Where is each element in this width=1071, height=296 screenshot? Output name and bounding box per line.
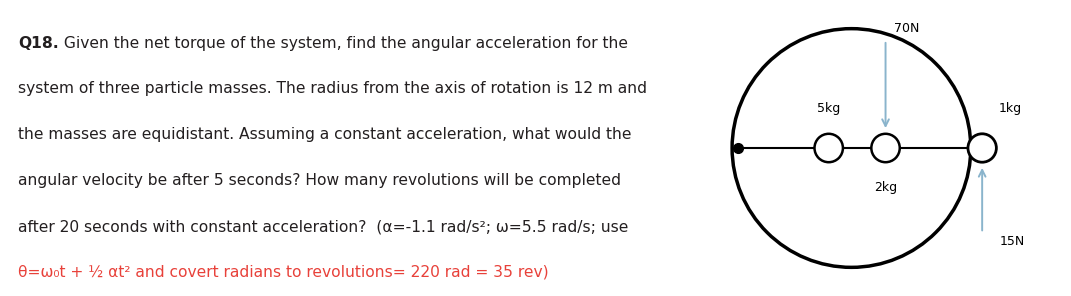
Circle shape	[872, 134, 900, 162]
Text: Given the net torque of the system, find the angular acceleration for the: Given the net torque of the system, find…	[59, 36, 629, 51]
Text: after 20 seconds with constant acceleration?  (α=-1.1 rad/s²; ω=5.5 rad/s; use: after 20 seconds with constant accelerat…	[18, 219, 629, 234]
Text: θ=ω₀t + ½ αt² and covert radians to revolutions= 220 rad = 35 rev): θ=ω₀t + ½ αt² and covert radians to revo…	[18, 265, 549, 280]
Text: 2kg: 2kg	[874, 181, 897, 194]
Text: 5kg: 5kg	[817, 102, 841, 115]
Text: 1kg: 1kg	[999, 102, 1022, 115]
Circle shape	[815, 134, 843, 162]
Text: 70N: 70N	[894, 22, 919, 35]
Text: the masses are equidistant. Assuming a constant acceleration, what would the: the masses are equidistant. Assuming a c…	[18, 127, 632, 142]
Text: angular velocity be after 5 seconds? How many revolutions will be completed: angular velocity be after 5 seconds? How…	[18, 173, 621, 188]
Circle shape	[968, 134, 996, 162]
Text: Q18.: Q18.	[18, 36, 59, 51]
Text: system of three particle masses. The radius from the axis of rotation is 12 m an: system of three particle masses. The rad…	[18, 81, 648, 96]
Text: 15N: 15N	[999, 235, 1025, 248]
